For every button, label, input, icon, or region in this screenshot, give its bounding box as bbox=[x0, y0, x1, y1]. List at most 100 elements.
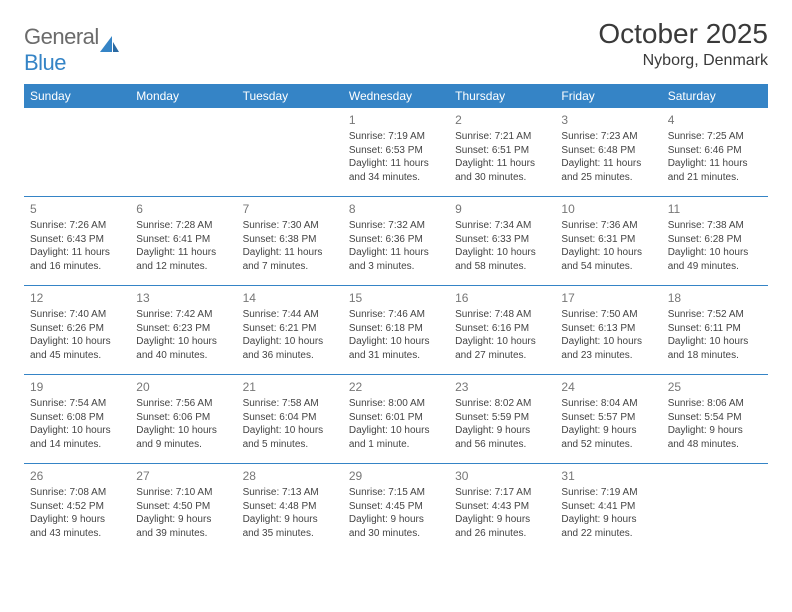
page-header: General Blue October 2025 Nyborg, Denmar… bbox=[24, 18, 768, 76]
day-cell: 1Sunrise: 7:19 AMSunset: 6:53 PMDaylight… bbox=[343, 108, 449, 196]
daylight-text: Daylight: 11 hours and 25 minutes. bbox=[561, 157, 655, 184]
day-cell: 23Sunrise: 8:02 AMSunset: 5:59 PMDayligh… bbox=[449, 375, 555, 463]
sunrise-text: Sunrise: 7:08 AM bbox=[30, 486, 124, 500]
daylight-text: Daylight: 10 hours and 45 minutes. bbox=[30, 335, 124, 362]
sunset-text: Sunset: 6:26 PM bbox=[30, 322, 124, 336]
sunrise-text: Sunrise: 7:25 AM bbox=[668, 130, 762, 144]
daylight-text: Daylight: 11 hours and 12 minutes. bbox=[136, 246, 230, 273]
day-number: 2 bbox=[455, 112, 549, 128]
calendar-page: General Blue October 2025 Nyborg, Denmar… bbox=[0, 0, 792, 564]
logo-text-part2: Blue bbox=[24, 50, 66, 75]
sunrise-text: Sunrise: 7:26 AM bbox=[30, 219, 124, 233]
sunrise-text: Sunrise: 8:04 AM bbox=[561, 397, 655, 411]
day-number: 30 bbox=[455, 468, 549, 484]
sunset-text: Sunset: 6:23 PM bbox=[136, 322, 230, 336]
day-cell: 6Sunrise: 7:28 AMSunset: 6:41 PMDaylight… bbox=[130, 197, 236, 285]
day-number: 25 bbox=[668, 379, 762, 395]
sunrise-text: Sunrise: 7:34 AM bbox=[455, 219, 549, 233]
sunrise-text: Sunrise: 7:42 AM bbox=[136, 308, 230, 322]
day-number: 20 bbox=[136, 379, 230, 395]
sunset-text: Sunset: 4:41 PM bbox=[561, 500, 655, 514]
day-header-sat: Saturday bbox=[662, 84, 768, 108]
day-number: 28 bbox=[243, 468, 337, 484]
day-headers-row: Sunday Monday Tuesday Wednesday Thursday… bbox=[24, 84, 768, 108]
daylight-text: Daylight: 10 hours and 31 minutes. bbox=[349, 335, 443, 362]
day-cell: 4 Sunrise: 7:25 AMSunset: 6:46 PMDaylight… bbox=[662, 108, 768, 196]
sunset-text: Sunset: 6:33 PM bbox=[455, 233, 549, 247]
logo-text: General Blue bbox=[24, 24, 99, 76]
daylight-text: Daylight: 11 hours and 16 minutes. bbox=[30, 246, 124, 273]
sunset-text: Sunset: 4:43 PM bbox=[455, 500, 549, 514]
week-row: 26Sunrise: 7:08 AMSunset: 4:52 PMDayligh… bbox=[24, 463, 768, 552]
day-number: 9 bbox=[455, 201, 549, 217]
day-cell: 7Sunrise: 7:30 AMSunset: 6:38 PMDaylight… bbox=[237, 197, 343, 285]
day-cell: 10Sunrise: 7:36 AMSunset: 6:31 PMDayligh… bbox=[555, 197, 661, 285]
sunrise-text: Sunrise: 7:19 AM bbox=[349, 130, 443, 144]
daylight-text: Daylight: 9 hours and 43 minutes. bbox=[30, 513, 124, 540]
sunset-text: Sunset: 6:46 PM bbox=[668, 144, 762, 158]
logo-sail-icon bbox=[99, 34, 121, 59]
day-header-wed: Wednesday bbox=[343, 84, 449, 108]
sunset-text: Sunset: 5:54 PM bbox=[668, 411, 762, 425]
day-header-thu: Thursday bbox=[449, 84, 555, 108]
sunset-text: Sunset: 6:53 PM bbox=[349, 144, 443, 158]
daylight-text: Daylight: 10 hours and 36 minutes. bbox=[243, 335, 337, 362]
sunset-text: Sunset: 6:06 PM bbox=[136, 411, 230, 425]
week-row: 12Sunrise: 7:40 AMSunset: 6:26 PMDayligh… bbox=[24, 285, 768, 374]
daylight-text: Daylight: 10 hours and 1 minute. bbox=[349, 424, 443, 451]
sunset-text: Sunset: 6:36 PM bbox=[349, 233, 443, 247]
day-number: 4 bbox=[668, 112, 762, 128]
day-number: 18 bbox=[668, 290, 762, 306]
sunrise-text: Sunrise: 7:28 AM bbox=[136, 219, 230, 233]
day-number: 10 bbox=[561, 201, 655, 217]
sunset-text: Sunset: 6:48 PM bbox=[561, 144, 655, 158]
daylight-text: Daylight: 11 hours and 21 minutes. bbox=[668, 157, 762, 184]
day-cell: 29Sunrise: 7:15 AMSunset: 4:45 PMDayligh… bbox=[343, 464, 449, 552]
sunrise-text: Sunrise: 7:50 AM bbox=[561, 308, 655, 322]
sunset-text: Sunset: 6:01 PM bbox=[349, 411, 443, 425]
day-number: 15 bbox=[349, 290, 443, 306]
sunrise-text: Sunrise: 7:13 AM bbox=[243, 486, 337, 500]
sunrise-text: Sunrise: 7:10 AM bbox=[136, 486, 230, 500]
day-cell: 5Sunrise: 7:26 AMSunset: 6:43 PMDaylight… bbox=[24, 197, 130, 285]
day-number: 6 bbox=[136, 201, 230, 217]
day-number: 23 bbox=[455, 379, 549, 395]
day-cell: 24Sunrise: 8:04 AMSunset: 5:57 PMDayligh… bbox=[555, 375, 661, 463]
sunrise-text: Sunrise: 8:00 AM bbox=[349, 397, 443, 411]
weeks-container: 1Sunrise: 7:19 AMSunset: 6:53 PMDaylight… bbox=[24, 108, 768, 552]
sunrise-text: Sunrise: 7:15 AM bbox=[349, 486, 443, 500]
day-number: 8 bbox=[349, 201, 443, 217]
day-number: 22 bbox=[349, 379, 443, 395]
sunrise-text: Sunrise: 7:23 AM bbox=[561, 130, 655, 144]
sunrise-text: Sunrise: 7:54 AM bbox=[30, 397, 124, 411]
day-cell bbox=[237, 108, 343, 196]
sunset-text: Sunset: 6:43 PM bbox=[30, 233, 124, 247]
day-cell bbox=[662, 464, 768, 552]
title-block: October 2025 Nyborg, Denmark bbox=[598, 18, 768, 70]
day-number: 11 bbox=[668, 201, 762, 217]
sunrise-text: Sunrise: 7:46 AM bbox=[349, 308, 443, 322]
sunset-text: Sunset: 5:57 PM bbox=[561, 411, 655, 425]
daylight-text: Daylight: 10 hours and 58 minutes. bbox=[455, 246, 549, 273]
day-number: 31 bbox=[561, 468, 655, 484]
week-row: 19Sunrise: 7:54 AMSunset: 6:08 PMDayligh… bbox=[24, 374, 768, 463]
daylight-text: Daylight: 11 hours and 7 minutes. bbox=[243, 246, 337, 273]
sunset-text: Sunset: 5:59 PM bbox=[455, 411, 549, 425]
daylight-text: Daylight: 9 hours and 26 minutes. bbox=[455, 513, 549, 540]
week-row: 5Sunrise: 7:26 AMSunset: 6:43 PMDaylight… bbox=[24, 196, 768, 285]
sunset-text: Sunset: 6:21 PM bbox=[243, 322, 337, 336]
sunrise-text: Sunrise: 7:30 AM bbox=[243, 219, 337, 233]
day-cell: 14Sunrise: 7:44 AMSunset: 6:21 PMDayligh… bbox=[237, 286, 343, 374]
daylight-text: Daylight: 10 hours and 23 minutes. bbox=[561, 335, 655, 362]
sunrise-text: Sunrise: 7:36 AM bbox=[561, 219, 655, 233]
day-number: 16 bbox=[455, 290, 549, 306]
logo: General Blue bbox=[24, 24, 121, 76]
sunset-text: Sunset: 6:18 PM bbox=[349, 322, 443, 336]
day-cell: 12Sunrise: 7:40 AMSunset: 6:26 PMDayligh… bbox=[24, 286, 130, 374]
calendar-grid: Sunday Monday Tuesday Wednesday Thursday… bbox=[24, 84, 768, 552]
day-cell: 3Sunrise: 7:23 AMSunset: 6:48 PMDaylight… bbox=[555, 108, 661, 196]
sunset-text: Sunset: 4:50 PM bbox=[136, 500, 230, 514]
sunset-text: Sunset: 6:04 PM bbox=[243, 411, 337, 425]
location-label: Nyborg, Denmark bbox=[598, 52, 768, 70]
sunrise-text: Sunrise: 7:19 AM bbox=[561, 486, 655, 500]
